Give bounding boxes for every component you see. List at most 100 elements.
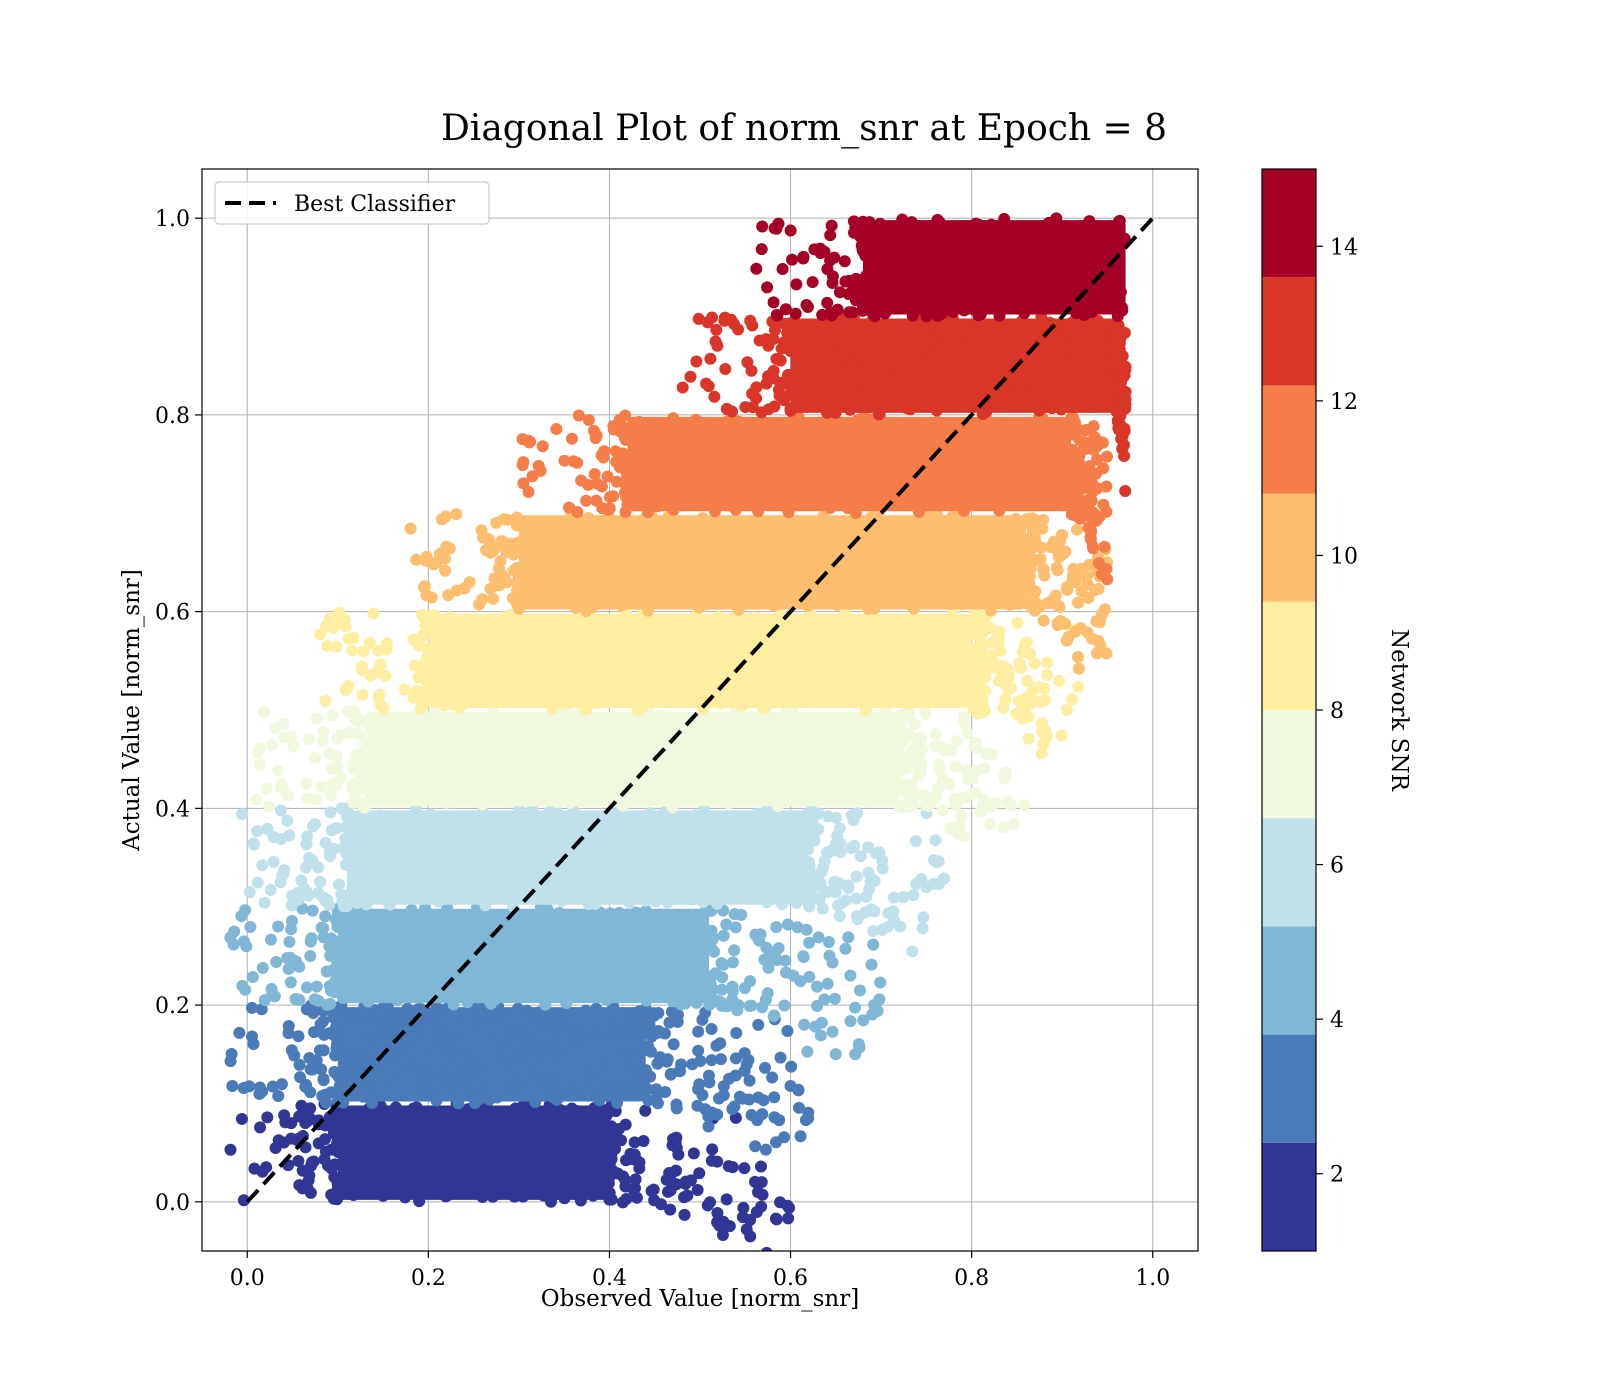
- scatter-point: [1051, 564, 1064, 577]
- scatter-point: [727, 844, 740, 857]
- scatter-point: [1022, 549, 1035, 562]
- scatter-point: [865, 790, 878, 803]
- scatter-point: [352, 749, 365, 762]
- scatter-point: [917, 911, 930, 924]
- scatter-point: [1112, 215, 1125, 228]
- scatter-point: [784, 457, 797, 470]
- scatter-point: [708, 390, 721, 403]
- scatter-point: [1028, 220, 1041, 233]
- scatter-point: [642, 457, 655, 470]
- scatter-point: [851, 789, 864, 802]
- scatter-point: [830, 487, 843, 500]
- scatter-point: [1081, 442, 1094, 455]
- scatter-point: [654, 471, 667, 484]
- scatter-point: [686, 527, 699, 540]
- scatter-point: [748, 745, 761, 758]
- scatter-point: [351, 1117, 364, 1130]
- scatter-point: [1119, 361, 1132, 374]
- scatter-point: [705, 1054, 718, 1067]
- scatter-point: [995, 343, 1008, 356]
- scatter-point: [525, 978, 538, 991]
- scatter-point: [333, 606, 346, 619]
- scatter-point: [753, 846, 766, 859]
- scatter-point: [1100, 647, 1113, 660]
- scatter-point: [854, 230, 867, 243]
- scatter-point: [408, 738, 421, 751]
- scatter-point: [397, 923, 410, 936]
- scatter-point: [319, 1145, 332, 1158]
- scatter-point: [605, 851, 618, 864]
- scatter-point: [874, 976, 887, 989]
- scatter-point: [802, 825, 815, 838]
- scatter-point: [415, 1072, 428, 1085]
- scatter-point: [920, 639, 933, 652]
- scatter-point: [985, 649, 998, 662]
- scatter-point: [847, 555, 860, 568]
- scatter-point: [308, 993, 321, 1006]
- scatter-point: [799, 1114, 812, 1127]
- scatter-point: [723, 719, 736, 732]
- scatter-point: [973, 326, 986, 339]
- scatter-point: [305, 932, 318, 945]
- scatter-point: [590, 975, 603, 988]
- scatter-point: [485, 632, 498, 645]
- scatter-point: [998, 772, 1011, 785]
- scatter-point: [847, 566, 860, 579]
- scatter-point: [844, 969, 857, 982]
- scatter-point: [615, 599, 628, 612]
- scatter-point: [919, 708, 932, 721]
- scatter-point: [228, 925, 241, 938]
- scatter-point: [339, 820, 352, 833]
- scatter-point: [863, 777, 876, 790]
- scatter-point: [519, 738, 532, 751]
- scatter-point: [803, 696, 816, 709]
- scatter-point: [729, 587, 742, 600]
- scatter-point: [658, 818, 671, 831]
- scatter-point: [639, 718, 652, 731]
- scatter-point: [831, 383, 844, 396]
- scatter-point: [1045, 541, 1058, 554]
- scatter-point: [587, 1189, 600, 1202]
- scatter-point: [265, 738, 278, 751]
- scatter-point: [665, 641, 678, 654]
- scatter-point: [1046, 364, 1059, 377]
- scatter-point: [317, 1074, 330, 1087]
- scatter-point: [1039, 724, 1052, 737]
- scatter-point: [358, 798, 371, 811]
- scatter-point: [597, 734, 610, 747]
- scatter-point: [987, 477, 1000, 490]
- scatter-point: [449, 1049, 462, 1062]
- scatter-point: [340, 899, 353, 912]
- scatter-point: [729, 503, 742, 516]
- scatter-point: [443, 716, 456, 729]
- scatter-point: [527, 794, 540, 807]
- scatter-point: [854, 850, 867, 863]
- scatter-point: [771, 800, 784, 813]
- scatter-point: [749, 1140, 762, 1153]
- scatter-point: [375, 1180, 388, 1193]
- scatter-point: [404, 522, 417, 535]
- scatter-point: [574, 1194, 587, 1207]
- scatter-point: [1038, 439, 1051, 452]
- scatter-point: [528, 717, 541, 730]
- scatter-point: [1101, 372, 1114, 385]
- scatter-point: [738, 982, 751, 995]
- scatter-point: [755, 1200, 768, 1213]
- scatter-point: [1015, 705, 1028, 718]
- scatter-point: [993, 309, 1006, 322]
- scatter-point: [357, 645, 370, 658]
- scatter-point: [266, 1080, 279, 1093]
- scatter-point: [950, 692, 963, 705]
- scatter-point: [887, 891, 900, 904]
- scatter-point: [638, 738, 651, 751]
- scatter-point: [1055, 403, 1068, 416]
- scatter-point: [705, 861, 718, 874]
- scatter-point: [693, 986, 706, 999]
- scatter-point: [865, 250, 878, 263]
- scatter-point: [628, 1136, 641, 1149]
- scatter-point: [862, 841, 875, 854]
- scatter-point: [619, 836, 632, 849]
- scatter-point: [1101, 450, 1114, 463]
- scatter-point: [833, 756, 846, 769]
- scatter-point: [686, 942, 699, 955]
